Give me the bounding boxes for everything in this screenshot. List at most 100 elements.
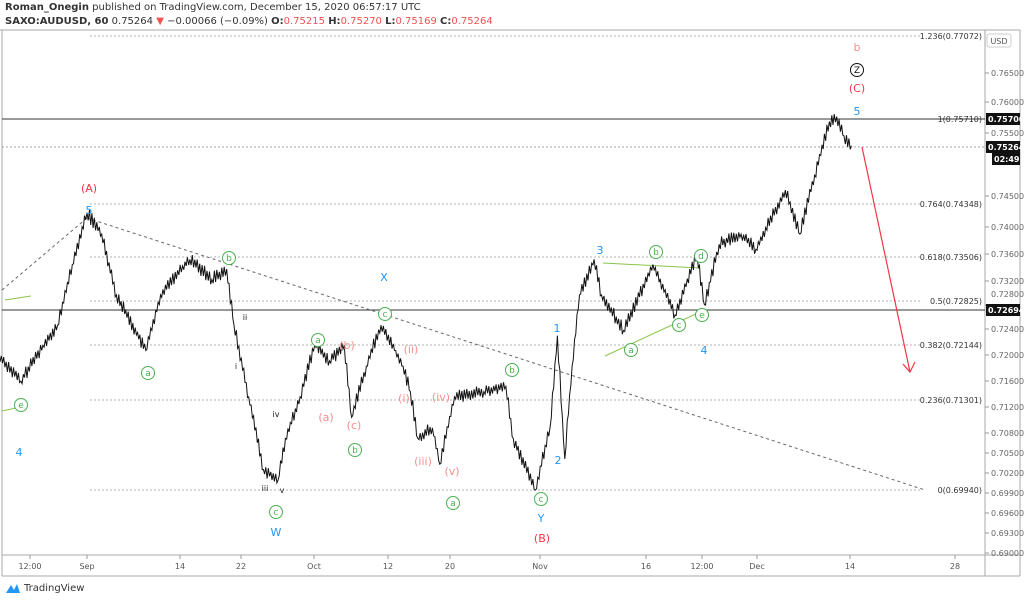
price-series-line xyxy=(0,114,852,491)
price-tick-label: 0.69600 xyxy=(991,509,1024,518)
green-trendline[interactable] xyxy=(1,407,17,412)
symbol-name[interactable]: SAXO:AUDUSD, 60 xyxy=(5,16,109,27)
wave-label: b xyxy=(509,366,515,376)
wave-label: i xyxy=(235,362,237,371)
publish-info: Roman_Onegin published on TradingView.co… xyxy=(5,2,421,14)
currency-button[interactable] xyxy=(986,33,1012,48)
wave-label: a xyxy=(315,336,321,346)
triangle-down-icon: ▼ xyxy=(156,16,164,27)
wave-label: X xyxy=(380,271,388,284)
price-tick-label: 0.70200 xyxy=(991,469,1024,478)
triangle-lower-line[interactable] xyxy=(604,311,701,357)
wave-label-circle xyxy=(695,308,709,322)
price-tick-label: 0.71200 xyxy=(991,403,1024,412)
current-price-badge-bg xyxy=(986,141,1020,153)
low-label: L: xyxy=(385,16,396,27)
current-price-badge: 0.75264 xyxy=(988,143,1024,152)
price-tick-label: 0.74500 xyxy=(991,192,1024,201)
tradingview-logo-icon xyxy=(6,584,20,593)
price-tick-label: 0.71600 xyxy=(991,377,1024,386)
open-value: 0.75215 xyxy=(283,16,325,27)
wave-label-circle xyxy=(378,307,392,321)
time-tick-label: 12 xyxy=(383,562,393,571)
currency-label: USD xyxy=(990,37,1007,46)
fib-level-label: 0.382(0.72144) xyxy=(920,341,982,350)
price-tick-label: 0.73200 xyxy=(991,277,1024,286)
high-label: H: xyxy=(328,16,341,27)
dotted-trendline[interactable] xyxy=(1,217,88,291)
wave-label-circle xyxy=(672,318,686,332)
wave-label: (A) xyxy=(81,182,97,195)
price-change: −0.00066 (−0.09%) xyxy=(167,16,268,27)
high-value: 0.75270 xyxy=(340,16,382,27)
wave-label-circle xyxy=(269,505,283,519)
trend-lines[interactable] xyxy=(1,217,926,491)
time-tick-label: 12:00 xyxy=(690,562,713,571)
wave-label: (v) xyxy=(444,465,459,478)
wave-label: (i) xyxy=(398,392,410,405)
horizontal-lines[interactable] xyxy=(2,118,985,311)
publish-text: published on TradingView.com, December 1… xyxy=(92,2,421,13)
fib-level-label: 0(0.69940) xyxy=(938,486,982,495)
wave-label-circle xyxy=(222,251,236,265)
wave-label: 2 xyxy=(555,454,562,467)
wave-label: (C) xyxy=(849,82,865,95)
time-tick-label: Sep xyxy=(79,562,94,571)
wave-label: W xyxy=(271,526,282,539)
wave-label: v xyxy=(280,486,285,495)
wave-label-circle xyxy=(694,249,708,263)
wave-label: a xyxy=(145,369,151,379)
wave-label: (ii) xyxy=(404,343,419,356)
wave-label: ii xyxy=(243,313,247,322)
tradingview-footer[interactable]: TradingView xyxy=(5,582,84,594)
wave-label: (B) xyxy=(534,532,550,545)
wave-label: iii xyxy=(262,484,269,493)
time-tick-label: 20 xyxy=(445,562,455,571)
fib-level-label: 0.236(0.71301) xyxy=(920,396,982,405)
price-axis[interactable]: 0.76500 0.76000 0.75500 0.74500 0.74000 0.736… xyxy=(985,69,1024,558)
countdown-badge-bg xyxy=(992,153,1020,165)
fib-level-label: 0.618(0.73506) xyxy=(920,253,982,262)
wave-label: e xyxy=(18,401,24,411)
wave-label: 3 xyxy=(597,244,604,257)
green-trendline[interactable] xyxy=(4,295,32,301)
countdown-badge: 02:49 xyxy=(994,155,1020,164)
time-tick-label: 16 xyxy=(641,562,651,571)
wave-label: a xyxy=(628,346,634,356)
wave-label-circle xyxy=(534,492,548,506)
wave-label: b xyxy=(226,254,232,264)
time-axis[interactable]: 12:00 Sep 14 22 Oct 12 20 Nov 16 12:00 Dec 14 28 xyxy=(18,555,960,571)
wave-label: 5 xyxy=(86,204,93,217)
support-line-price-badge-bg xyxy=(986,304,1020,316)
wave-label-circle xyxy=(348,443,362,457)
time-tick-label: Oct xyxy=(307,562,321,571)
time-tick-label: 14 xyxy=(175,562,185,571)
triangle-upper-line[interactable] xyxy=(602,262,701,269)
wave-label: a xyxy=(450,499,456,509)
wave-label-circle xyxy=(505,363,519,377)
forecast-arrow-shaft[interactable] xyxy=(861,146,911,373)
wave-label: 4 xyxy=(16,446,23,459)
forecast-arrow[interactable] xyxy=(861,146,916,374)
brand-name: TradingView xyxy=(24,582,85,594)
wave-label: Y xyxy=(537,512,545,525)
wave-label-circle xyxy=(446,496,460,510)
wave-label: 5 xyxy=(854,105,861,118)
price-tick-label: 0.70500 xyxy=(991,449,1024,458)
wave-label: c xyxy=(274,508,279,518)
wave-label: e xyxy=(699,311,705,321)
wave-label: b xyxy=(854,41,861,54)
price-tick-label: 0.69900 xyxy=(991,489,1024,498)
wave-label-circle xyxy=(649,245,663,259)
wave-label-circle xyxy=(14,398,28,412)
time-tick-label: 22 xyxy=(236,562,246,571)
dashed-trendline[interactable] xyxy=(86,217,926,491)
price-tick-label: 0.72800 xyxy=(991,290,1024,299)
author-name[interactable]: Roman_Onegin xyxy=(5,2,89,13)
price-tick-label: 0.69000 xyxy=(991,549,1024,558)
fib-retracement[interactable]: 1.236(0.77072)1(0.75710)0.764(0.74348)0.… xyxy=(90,32,982,495)
low-value: 0.75169 xyxy=(395,16,437,27)
price-tick-label: 0.72400 xyxy=(991,325,1024,334)
last-price: 0.75264 xyxy=(111,16,154,27)
